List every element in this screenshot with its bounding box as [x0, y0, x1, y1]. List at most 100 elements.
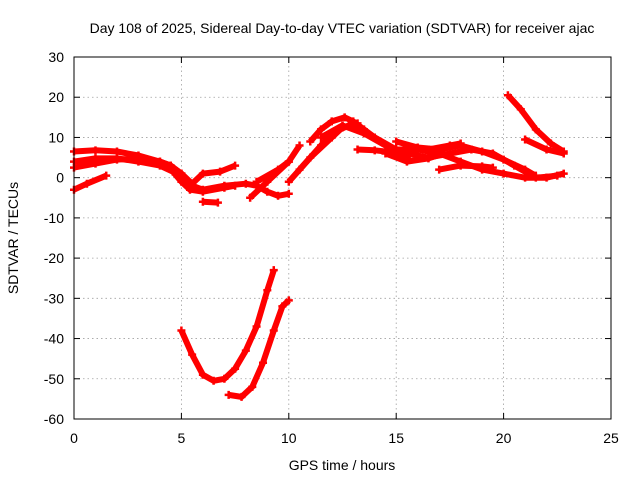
- data-point: [216, 167, 225, 176]
- data-point: [231, 181, 240, 190]
- data-point: [340, 113, 349, 122]
- data-point: [112, 147, 121, 156]
- data-point: [248, 382, 257, 391]
- data-series: [70, 91, 568, 401]
- data-point: [306, 137, 315, 146]
- data-point: [295, 141, 304, 150]
- data-point: [424, 154, 433, 163]
- data-point: [274, 165, 283, 174]
- data-point: [284, 157, 293, 166]
- data-point: [370, 146, 379, 155]
- data-point: [456, 139, 465, 148]
- data-point: [198, 187, 207, 196]
- grid: [74, 57, 611, 419]
- data-point: [478, 147, 487, 156]
- data-point: [381, 149, 390, 158]
- data-point: [274, 191, 283, 200]
- data-point: [198, 197, 207, 206]
- x-tick-label: 10: [281, 430, 297, 446]
- data-point: [278, 302, 287, 311]
- y-tick-label: -60: [44, 411, 64, 427]
- x-tick-label: 0: [70, 430, 78, 446]
- data-point: [392, 137, 401, 146]
- data-point: [241, 179, 250, 188]
- y-tick-label: -30: [44, 290, 64, 306]
- data-point: [263, 187, 272, 196]
- data-point: [112, 155, 121, 164]
- series-line-arc-19: [178, 269, 277, 384]
- y-tick-label: 10: [48, 129, 64, 145]
- data-point: [445, 141, 454, 150]
- series-line-arc-13: [384, 150, 445, 165]
- data-point: [269, 326, 278, 335]
- data-point: [284, 189, 293, 198]
- y-tick-label: 20: [48, 89, 64, 105]
- data-point: [424, 145, 433, 154]
- data-point: [259, 358, 268, 367]
- data-point: [516, 105, 525, 114]
- data-point: [435, 165, 444, 174]
- data-point: [231, 364, 240, 373]
- data-point: [531, 171, 540, 180]
- data-point: [220, 374, 229, 383]
- data-point: [546, 139, 555, 148]
- data-point: [553, 171, 562, 180]
- data-point: [402, 157, 411, 166]
- data-point: [102, 171, 111, 180]
- plot-frame: [73, 56, 612, 420]
- y-tick-label: -50: [44, 371, 64, 387]
- chart-title: Day 108 of 2025, Sidereal Day-to-day VTE…: [90, 20, 595, 36]
- data-point: [521, 135, 530, 144]
- x-tick-label: 5: [178, 430, 186, 446]
- data-point: [317, 125, 326, 134]
- series-line-arc-16: [438, 162, 494, 173]
- data-point: [317, 133, 326, 142]
- y-tick-label: -10: [44, 210, 64, 226]
- x-tick-label: 15: [388, 430, 404, 446]
- data-point: [82, 179, 91, 188]
- data-point: [237, 392, 246, 401]
- data-point: [295, 165, 304, 174]
- data-point: [338, 121, 347, 130]
- y-tick-label: -20: [44, 250, 64, 266]
- data-point: [284, 296, 293, 305]
- y-axis-label: SDTVAR / TECUs: [5, 182, 21, 294]
- data-point: [317, 141, 326, 150]
- data-point: [456, 161, 465, 170]
- data-point: [284, 177, 293, 186]
- data-point: [166, 161, 175, 170]
- data-point: [177, 326, 186, 335]
- data-point: [252, 177, 261, 186]
- data-point: [91, 159, 100, 168]
- y-tick-label: 30: [48, 49, 64, 65]
- data-point: [478, 162, 487, 171]
- data-point: [353, 145, 362, 154]
- series-line-arc-15: [406, 140, 462, 153]
- data-point: [499, 155, 508, 164]
- data-point: [188, 350, 197, 359]
- data-point: [213, 198, 222, 207]
- data-point: [521, 165, 530, 174]
- data-point: [209, 376, 218, 385]
- data-point: [241, 346, 250, 355]
- data-point: [246, 193, 255, 202]
- data-point: [327, 117, 336, 126]
- data-point: [503, 91, 512, 100]
- axis-ticks: 0 5 10 15 20 25 -60 -50 -40 -30 -20 -10 0 10 20 30: [44, 49, 619, 446]
- y-tick-label: -40: [44, 331, 64, 347]
- data-point: [349, 117, 358, 126]
- data-point: [188, 179, 197, 188]
- data-point: [91, 146, 100, 155]
- x-axis-label: GPS time / hours: [289, 457, 396, 473]
- x-tick-label: 25: [603, 430, 619, 446]
- data-point: [263, 286, 272, 295]
- data-point: [559, 169, 568, 178]
- data-point: [224, 390, 233, 399]
- data-point: [402, 143, 411, 152]
- data-point: [134, 154, 143, 163]
- data-point: [269, 266, 278, 275]
- data-point: [542, 145, 551, 154]
- data-point: [155, 157, 164, 166]
- data-point: [252, 322, 261, 331]
- data-point: [488, 163, 497, 172]
